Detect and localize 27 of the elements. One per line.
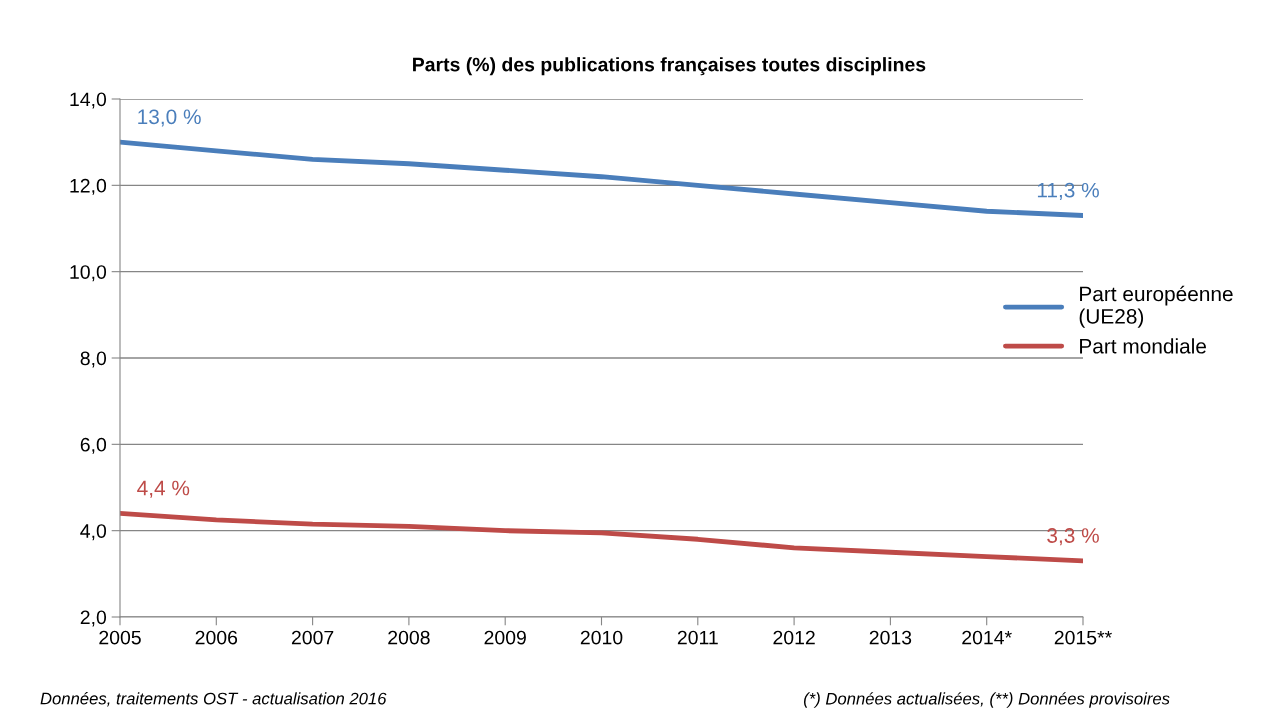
y-tick-label: 6,0	[80, 437, 107, 454]
x-tick-label: 2005	[99, 630, 141, 645]
y-tick-label: 14,0	[70, 92, 107, 109]
data-label: 4,4 %	[137, 480, 190, 498]
x-tick-label: 2007	[291, 630, 334, 645]
x-tick-label: 2013	[869, 630, 912, 645]
x-tick-label: 2014*	[962, 630, 1012, 645]
text: (*) Données actualisées, (**) Données provisoires	[803, 692, 1170, 708]
legend-label: Part mondiale	[1080, 338, 1206, 354]
data-label: 13,0 %	[138, 109, 201, 127]
y-tick-label: 4,0	[80, 524, 107, 541]
legend-label: Part européenne (UE28)	[1079, 285, 1233, 328]
y-tick-label: 12,0	[70, 178, 107, 195]
x-tick-label: 2010	[580, 630, 623, 645]
data-label: 11,3 %	[1037, 182, 1099, 200]
x-tick-label: 2015**	[1054, 630, 1112, 645]
y-tick-label: 2,0	[80, 610, 107, 627]
x-tick-label: 2008	[388, 630, 430, 645]
data-label: 3,3 %	[1047, 528, 1099, 546]
y-tick-label: 8,0	[80, 351, 107, 368]
x-tick-label: 2009	[484, 630, 526, 645]
x-tick-label: 2012	[773, 630, 815, 645]
y-tick-label: 10,0	[70, 265, 107, 282]
text: Données, traitements OST - actualisation 2016	[40, 692, 387, 707]
x-tick-label: 2011	[677, 630, 718, 645]
x-tick-label: 2006	[195, 630, 238, 645]
chart-title: Parts (%) des publications françaises toutes disciplines	[413, 57, 926, 76]
